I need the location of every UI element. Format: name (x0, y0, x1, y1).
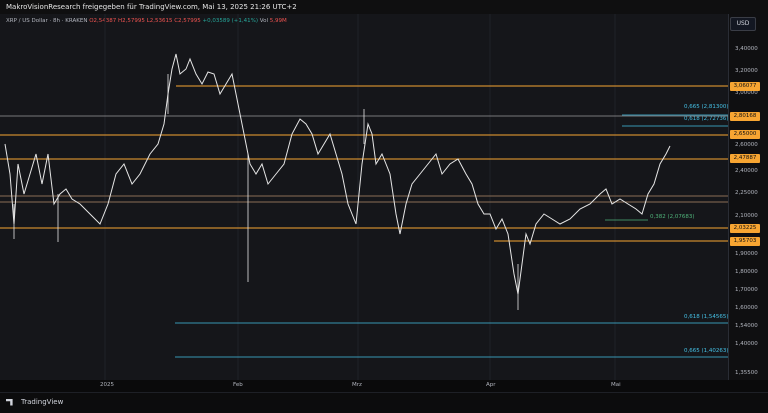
price-axis[interactable] (728, 14, 768, 380)
time-label: Mrz (352, 382, 362, 388)
fib-label: 0,618 (1,54565) (684, 314, 729, 320)
fib-label: 0,665 (2,81300) (684, 104, 729, 110)
time-label: Mai (611, 382, 621, 388)
price-tick: 1,70000 (735, 287, 758, 293)
level-badge: 2,80168 (730, 112, 760, 121)
price-tick: 3,20000 (735, 68, 758, 74)
price-tick: 2,25000 (735, 190, 758, 196)
header-title: MakroVisionResearch freigegeben für Trad… (6, 3, 297, 11)
time-label: Apr (486, 382, 496, 388)
price-tick: 1,40000 (735, 341, 758, 347)
volume-value: 5,99M (269, 18, 287, 24)
price-tick: 1,90000 (735, 251, 758, 257)
price-tick: 1,80000 (735, 269, 758, 275)
brand-label: TradingView (21, 398, 64, 406)
change-value: +0,03589 (+1,41%) (202, 18, 259, 24)
volume-label: Vol (259, 18, 269, 24)
price-tick: 3,00000 (735, 90, 758, 96)
tradingview-logo[interactable]: TradingView (6, 398, 63, 406)
fib-label: 0,382 (2,07683) (650, 214, 695, 220)
price-tick: 2,10000 (735, 213, 758, 219)
price-tick: 1,35500 (735, 370, 758, 376)
footer-bar (0, 392, 768, 413)
chart-pane[interactable] (0, 14, 728, 380)
fib-label: 0,618 (2,72736) (684, 116, 729, 122)
symbol-name: XRP / US Dollar · 8h · KRAKEN (6, 18, 88, 24)
price-chart-svg (0, 14, 728, 380)
price-tick: 1,54000 (735, 323, 758, 329)
price-tick: 2,60000 (735, 142, 758, 148)
price-series (4, 53, 671, 295)
tradingview-logo-icon (6, 398, 13, 406)
level-badge: 2,65000 (730, 130, 760, 139)
header-bar: MakroVisionResearch freigegeben für Trad… (0, 0, 768, 14)
level-badge: 2,03225 (730, 224, 760, 233)
ohlc-values: O2,54387 H2,57995 L2,53615 C2,57995 (89, 18, 201, 24)
currency-button[interactable]: USD (730, 17, 756, 31)
price-tick: 2,40000 (735, 168, 758, 174)
fib-label: 0,665 (1,40263) (684, 348, 729, 354)
level-badge: 1,95703 (730, 237, 760, 246)
level-badge: 3,06077 (730, 82, 760, 91)
time-label: 2025 (100, 382, 114, 388)
symbol-legend: XRP / US Dollar · 8h · KRAKEN O2,54387 H… (6, 18, 287, 24)
time-label: Feb (233, 382, 243, 388)
level-badge: 2,47887 (730, 154, 760, 163)
price-tick: 3,40000 (735, 46, 758, 52)
price-tick: 1,60000 (735, 305, 758, 311)
